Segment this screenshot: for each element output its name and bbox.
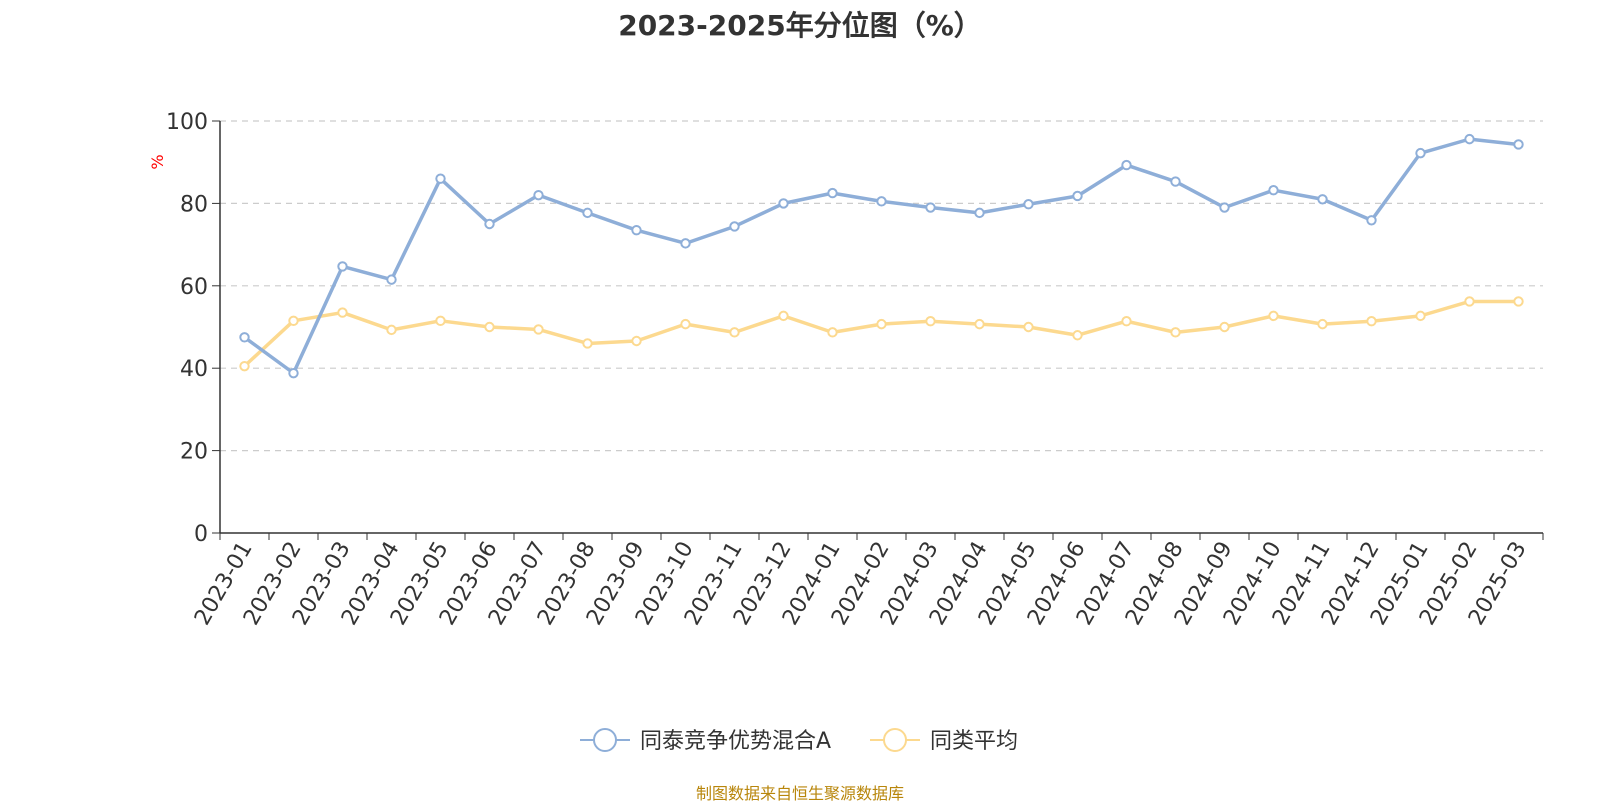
- data-point: [1464, 296, 1475, 307]
- data-point: [1121, 159, 1132, 171]
- y-tick-label: 100: [166, 110, 208, 135]
- data-point: [1023, 321, 1034, 333]
- data-point: [974, 318, 985, 330]
- series-line-1: [243, 299, 1519, 368]
- legend-label: 同泰竞争优势混合A: [640, 729, 831, 754]
- data-point: [1268, 310, 1279, 322]
- data-point: [1415, 147, 1426, 159]
- data-point: [1513, 296, 1524, 307]
- data-point: [1072, 330, 1083, 341]
- data-point: [239, 360, 250, 372]
- data-point: [925, 202, 936, 213]
- data-point: [484, 321, 495, 333]
- data-point: [1366, 316, 1377, 327]
- data-point: [435, 315, 446, 327]
- legend-label: 同类平均: [930, 729, 1018, 754]
- data-point: [435, 173, 446, 184]
- data-point: [1513, 139, 1524, 150]
- data-point: [631, 335, 642, 347]
- data-point: [1317, 194, 1328, 205]
- data-point: [680, 238, 691, 249]
- data-point: [925, 316, 936, 327]
- data-point: [729, 327, 740, 338]
- y-tick-label: 80: [180, 192, 208, 217]
- data-point: [680, 318, 691, 330]
- y-tick-label: 20: [180, 440, 208, 465]
- data-point: [1415, 310, 1426, 322]
- data-point: [876, 318, 887, 330]
- data-point: [827, 327, 838, 338]
- series-line-0: [243, 137, 1519, 375]
- data-point: [337, 261, 348, 272]
- data-point: [582, 207, 593, 219]
- data-point: [1464, 133, 1475, 145]
- data-point: [288, 315, 299, 327]
- data-point: [239, 332, 250, 343]
- y-tick-label: 0: [194, 522, 208, 547]
- data-point: [1366, 215, 1377, 226]
- data-point: [1170, 327, 1181, 338]
- data-point: [778, 310, 789, 322]
- y-axis-label: %: [148, 154, 167, 169]
- data-point: [337, 307, 348, 318]
- data-point: [582, 338, 593, 349]
- data-point: [533, 324, 544, 335]
- legend-swatch-marker: [883, 728, 907, 752]
- data-point: [1219, 202, 1230, 213]
- data-point: [876, 196, 887, 207]
- data-point: [1121, 316, 1132, 327]
- data-point: [484, 218, 495, 230]
- data-point: [1072, 190, 1083, 202]
- data-source-note: 制图数据来自恒生聚源数据库: [695, 784, 904, 803]
- data-point: [1268, 185, 1279, 196]
- data-point: [827, 187, 838, 199]
- data-point: [778, 198, 789, 209]
- data-point: [288, 367, 299, 379]
- data-point: [533, 189, 544, 201]
- data-point: [386, 324, 397, 336]
- data-point: [1317, 318, 1328, 330]
- y-tick-label: 40: [180, 357, 208, 382]
- chart-title: 2023-2025年分位图（%）: [618, 9, 982, 42]
- y-tick-label: 60: [180, 275, 208, 300]
- data-point: [386, 274, 397, 285]
- data-point: [631, 224, 642, 236]
- data-point: [1023, 199, 1034, 210]
- data-point: [1219, 321, 1230, 333]
- legend-swatch-marker: [593, 728, 617, 752]
- data-point: [974, 207, 985, 219]
- data-point: [1170, 176, 1181, 187]
- data-point: [729, 221, 740, 232]
